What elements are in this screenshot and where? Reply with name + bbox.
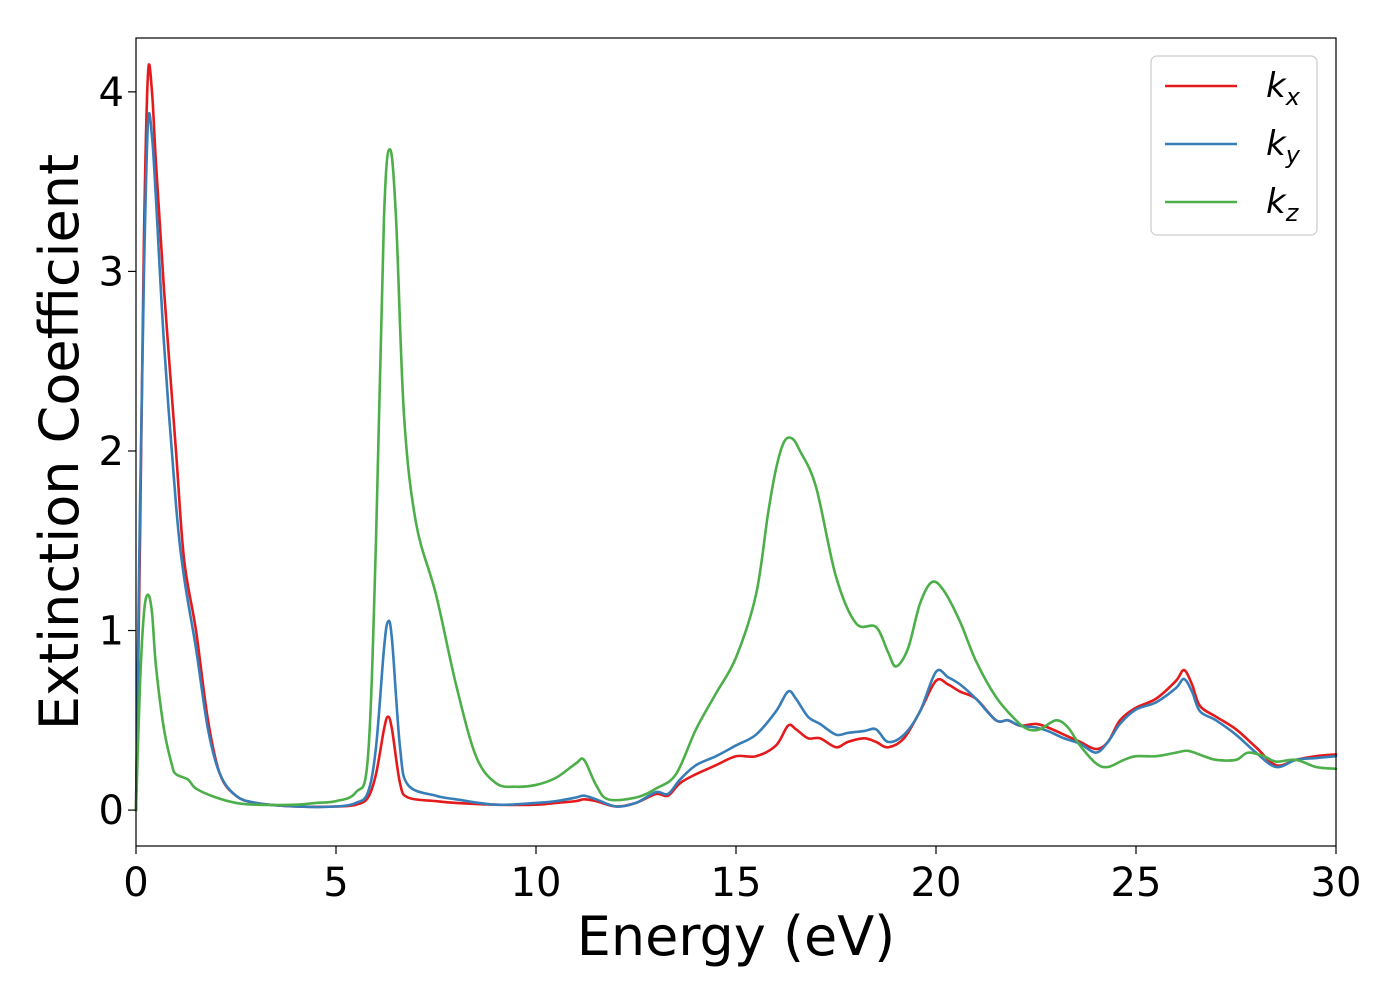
legend-label-z: kz xyxy=(1266,182,1300,227)
series-line-z xyxy=(134,148,1338,812)
legend-label-x: kx xyxy=(1266,66,1301,111)
y-tick-label: 2 xyxy=(99,429,124,475)
x-tick-label: 20 xyxy=(911,860,962,906)
x-tick-label: 10 xyxy=(511,860,562,906)
y-tick-label: 4 xyxy=(99,70,124,116)
x-tick-label: 15 xyxy=(711,860,762,906)
y-tick-label: 3 xyxy=(99,249,124,295)
y-axis-label: Extinction Coefficient xyxy=(28,154,91,730)
x-tick-label: 30 xyxy=(1311,860,1362,906)
y-tick-label: 0 xyxy=(99,788,124,834)
series-layer xyxy=(134,63,1338,812)
plot-area xyxy=(136,38,1336,846)
legend: kx ky kz xyxy=(1150,55,1318,236)
x-tick-label: 5 xyxy=(323,860,348,906)
y-tick-label: 1 xyxy=(99,609,124,655)
x-axis: 0 5 10 15 20 25 30 xyxy=(123,846,1361,906)
y-axis: 0 1 2 3 4 xyxy=(99,70,136,834)
x-tick-label: 0 xyxy=(123,860,148,906)
series-line-y xyxy=(134,112,1338,812)
x-axis-label: Energy (eV) xyxy=(577,905,896,968)
legend-label-y: ky xyxy=(1266,124,1301,169)
legend-box xyxy=(1150,55,1318,236)
x-tick-label: 25 xyxy=(1111,860,1162,906)
